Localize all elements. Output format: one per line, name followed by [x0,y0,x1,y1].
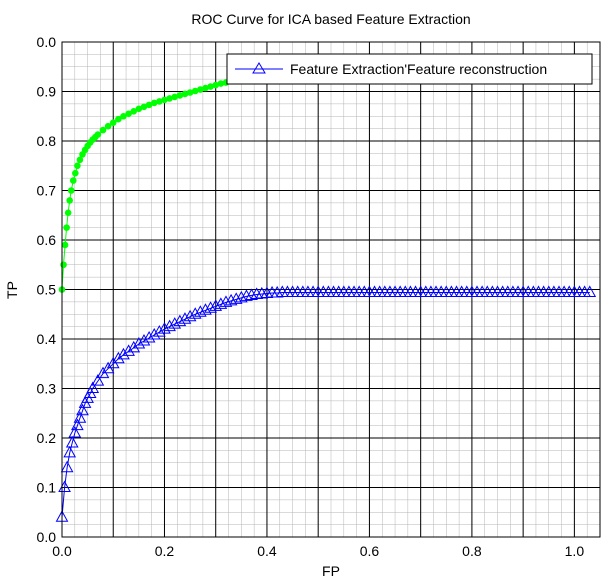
series-layer [55,79,597,522]
data-point-triangle [147,328,161,340]
data-point-dot [72,169,79,177]
chart-title: ROC Curve for ICA based Feature Extracti… [191,11,470,27]
data-point-triangle [63,445,77,458]
x-tick-label: 0.4 [257,543,277,559]
data-point-triangle [209,299,223,311]
data-point-triangle [158,322,171,334]
data-point-triangle [240,289,253,301]
y-tick-label: 0.0 [37,529,57,545]
data-point-dot [99,126,107,134]
legend-triangle-marker [252,62,266,74]
data-point-triangle [127,340,141,353]
y-tick-label: 0.4 [37,331,57,347]
y-tick-label: 0.1 [37,480,57,496]
data-point-triangle [168,317,182,329]
data-point-triangle [71,418,84,431]
x-tick-label: 0.2 [155,543,175,559]
data-point-triangle [199,303,212,315]
data-point-triangle [60,460,74,473]
data-point-dot [76,156,84,164]
y-tick-label: 0.9 [37,84,57,100]
data-point-triangle [153,325,166,337]
data-point-triangle [137,333,151,346]
y-tick-label: 0.2 [37,430,57,446]
y-tick-label: 0.0 [37,34,57,50]
plot-frame [61,41,601,538]
data-point-dot [115,115,122,123]
data-point-dot [63,224,70,231]
data-point-triangle [224,293,238,306]
data-point-triangle [163,319,176,332]
data-point-dot [94,131,102,138]
data-point-triangle [122,344,135,356]
data-point-triangle [73,411,87,423]
data-point-triangle [76,403,89,416]
data-point-triangle [219,295,233,307]
data-point-dot [109,119,117,126]
data-point-triangle [142,330,156,343]
data-point-dot [74,162,81,170]
data-point-triangle [188,307,202,319]
data-point-triangle [214,297,228,309]
legend-box [226,53,593,85]
major-grid [62,42,600,537]
y-axis-label: TP [4,281,20,299]
data-point-dot [120,112,127,120]
plot-area [55,41,601,538]
y-tick-label: 0.5 [37,282,57,298]
data-point-triangle [178,312,192,324]
y-tick-label: 0.8 [37,133,57,149]
x-axis-label: FP [322,563,340,579]
data-point-triangle [117,347,130,360]
data-point-dot [64,209,72,217]
x-tick-label: 0.8 [462,543,482,559]
x-tick-label: 1.0 [565,543,585,559]
series-line-0 [61,292,590,518]
y-tick-label: 0.3 [37,381,57,397]
data-point-triangle [583,285,597,297]
data-point-triangle [112,351,125,364]
data-point-triangle [234,290,248,303]
data-point-triangle [229,292,243,304]
y-tick-label: 0.6 [37,232,57,248]
data-point-dot [61,241,69,249]
data-point-dot [104,122,112,130]
axis-ticks: 0.0 0.2 0.4 0.6 0.8 1.0 0.0 0.1 0.2 0.3 0.4 0.5 0.6 0… [37,34,585,559]
legend-label: Feature Extraction'Feature reconstructio… [290,61,547,77]
y-tick-label: 0.7 [37,183,57,199]
data-point-triangle [132,336,146,349]
data-point-dot [66,197,73,204]
x-tick-label: 0.6 [360,543,380,559]
data-point-dot [130,108,138,115]
data-point-triangle [183,309,197,322]
legend: Feature Extraction'Feature reconstructio… [226,53,593,85]
data-point-triangle [204,301,217,313]
data-point-triangle [193,305,207,317]
data-point-dot [67,187,75,194]
data-point-dot [125,110,132,118]
data-point-triangle [245,288,258,300]
data-point-triangle [173,314,187,327]
data-point-triangle [68,426,82,438]
data-point-dot [69,177,77,184]
data-point-triangle [65,435,79,448]
data-point-triangle [86,381,100,393]
data-point-dot [217,80,225,87]
data-point-triangle [91,374,105,386]
x-tick-label: 0.0 [52,543,72,559]
